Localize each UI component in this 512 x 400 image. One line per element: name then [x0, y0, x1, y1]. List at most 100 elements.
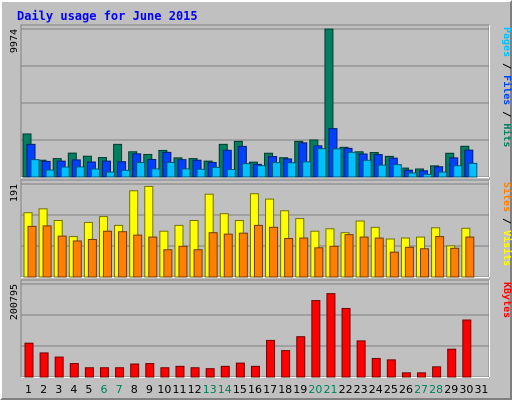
- bar-kbytes-day-1: [24, 342, 34, 378]
- x-tick-label-day-31: 31: [474, 383, 488, 396]
- x-tick-label-day-25: 25: [384, 383, 398, 396]
- x-tick-label-day-7: 7: [116, 383, 123, 396]
- bar-pages-day-11: [181, 168, 191, 178]
- bar-sites-day-27: [420, 248, 430, 278]
- bar-pages-day-29: [453, 165, 463, 178]
- bar-kbytes-day-27: [417, 372, 427, 378]
- plot-area-hits: [20, 24, 490, 178]
- bar-kbytes-day-9: [145, 363, 155, 378]
- x-tick-label-day-27: 27: [414, 383, 428, 396]
- bar-sites-day-12: [193, 249, 203, 278]
- bar-kbytes-day-20: [311, 300, 321, 378]
- bar-pages-day-25: [392, 164, 402, 178]
- bar-pages-day-18: [287, 162, 297, 178]
- bar-kbytes-day-25: [386, 359, 396, 378]
- bar-pages-day-19: [302, 161, 312, 178]
- x-tick-label-day-20: 20: [308, 383, 322, 396]
- bar-pages-day-24: [377, 164, 387, 178]
- bar-kbytes-day-10: [160, 367, 170, 378]
- bar-kbytes-day-28: [432, 366, 442, 378]
- bar-kbytes-day-24: [371, 357, 381, 378]
- bar-kbytes-day-4: [69, 363, 79, 378]
- series-label-part: /: [501, 212, 512, 230]
- bar-sites-day-21: [329, 245, 339, 278]
- chart-title: Daily usage for June 2015: [17, 9, 198, 23]
- bar-sites-day-28: [435, 236, 445, 278]
- bar-sites-day-30: [465, 236, 475, 278]
- bar-kbytes-day-29: [447, 348, 457, 378]
- bar-kbytes-day-18: [281, 350, 291, 378]
- bar-pages-day-20: [317, 148, 327, 178]
- bar-pages-day-16: [256, 165, 266, 178]
- bar-sites-day-17: [269, 226, 279, 278]
- bar-kbytes-day-3: [54, 356, 64, 378]
- bar-sites-day-26: [404, 246, 414, 278]
- series-label-part: Sites: [501, 182, 512, 212]
- bar-sites-day-4: [72, 240, 82, 278]
- x-tick-label-day-18: 18: [278, 383, 292, 396]
- x-tick-label-day-4: 4: [70, 383, 77, 396]
- bar-kbytes-day-12: [190, 367, 200, 378]
- bar-sites-day-23: [359, 236, 369, 278]
- bar-kbytes-day-21: [326, 293, 336, 378]
- bar-sites-day-7: [118, 231, 128, 278]
- x-tick-label-day-2: 2: [40, 383, 47, 396]
- x-tick-label-day-8: 8: [131, 383, 138, 396]
- series-label-part: /: [501, 105, 512, 123]
- x-tick-label-day-21: 21: [323, 383, 337, 396]
- x-tick-label-day-26: 26: [399, 383, 413, 396]
- bar-pages-day-7: [121, 169, 131, 178]
- x-tick-label-day-12: 12: [188, 383, 202, 396]
- bar-pages-day-8: [136, 162, 146, 178]
- bar-kbytes-day-2: [39, 352, 49, 378]
- bar-sites-day-10: [163, 249, 173, 278]
- bar-kbytes-day-7: [115, 367, 125, 378]
- bar-sites-day-6: [102, 230, 112, 278]
- x-tick-label-day-6: 6: [101, 383, 108, 396]
- bar-sites-day-16: [253, 224, 263, 278]
- bar-sites-day-9: [148, 236, 158, 278]
- bar-sites-day-22: [344, 234, 354, 278]
- bar-pages-day-1: [30, 159, 40, 178]
- series-kbytes: [24, 293, 472, 378]
- series-label-part: Files: [501, 75, 512, 105]
- series-label-part: /: [501, 57, 512, 75]
- bar-kbytes-day-17: [266, 339, 276, 378]
- bar-sites-day-1: [27, 225, 37, 278]
- bar-kbytes-day-30: [462, 319, 472, 378]
- bar-pages-day-17: [272, 162, 282, 178]
- bar-sites-day-29: [450, 247, 460, 278]
- bar-kbytes-day-26: [401, 372, 411, 378]
- bar-pages-day-14: [226, 169, 236, 178]
- bar-sites-day-8: [133, 234, 143, 278]
- series-label-kbytes: KBytes: [501, 282, 512, 318]
- bar-pages-day-26: [407, 172, 417, 178]
- series-label-part: KBytes: [501, 282, 512, 318]
- x-tick-label-day-9: 9: [146, 383, 153, 396]
- series-label-part: Visits: [501, 230, 512, 266]
- bar-sites-day-24: [374, 237, 384, 278]
- bar-sites-day-2: [42, 225, 52, 278]
- x-tick-label-day-15: 15: [233, 383, 247, 396]
- x-tick-label-day-10: 10: [157, 383, 171, 396]
- bar-kbytes-day-13: [205, 368, 215, 378]
- plot-area-kbytes: [20, 279, 490, 378]
- max-value-label-kbytes: 200795: [9, 284, 20, 320]
- x-tick-label-day-17: 17: [263, 383, 277, 396]
- panel-visits: 191 Sites / Visits: [9, 179, 512, 278]
- series-label-hits: Pages / Files / Hits: [501, 27, 512, 147]
- x-tick-label-day-14: 14: [218, 383, 232, 396]
- bar-pages-day-23: [362, 159, 372, 178]
- bar-pages-day-15: [241, 163, 251, 178]
- x-tick-label-day-28: 28: [429, 383, 443, 396]
- x-tick-label-day-29: 29: [444, 383, 458, 396]
- bar-kbytes-day-22: [341, 307, 351, 378]
- bar-pages-day-6: [105, 171, 115, 178]
- bar-kbytes-day-16: [250, 365, 260, 378]
- x-tick-label-day-5: 5: [85, 383, 92, 396]
- bar-sites-day-25: [389, 251, 399, 278]
- x-tick-label-day-13: 13: [203, 383, 217, 396]
- bar-sites-day-15: [238, 232, 248, 278]
- bar-pages-day-22: [347, 151, 357, 178]
- bar-pages-day-9: [151, 168, 161, 178]
